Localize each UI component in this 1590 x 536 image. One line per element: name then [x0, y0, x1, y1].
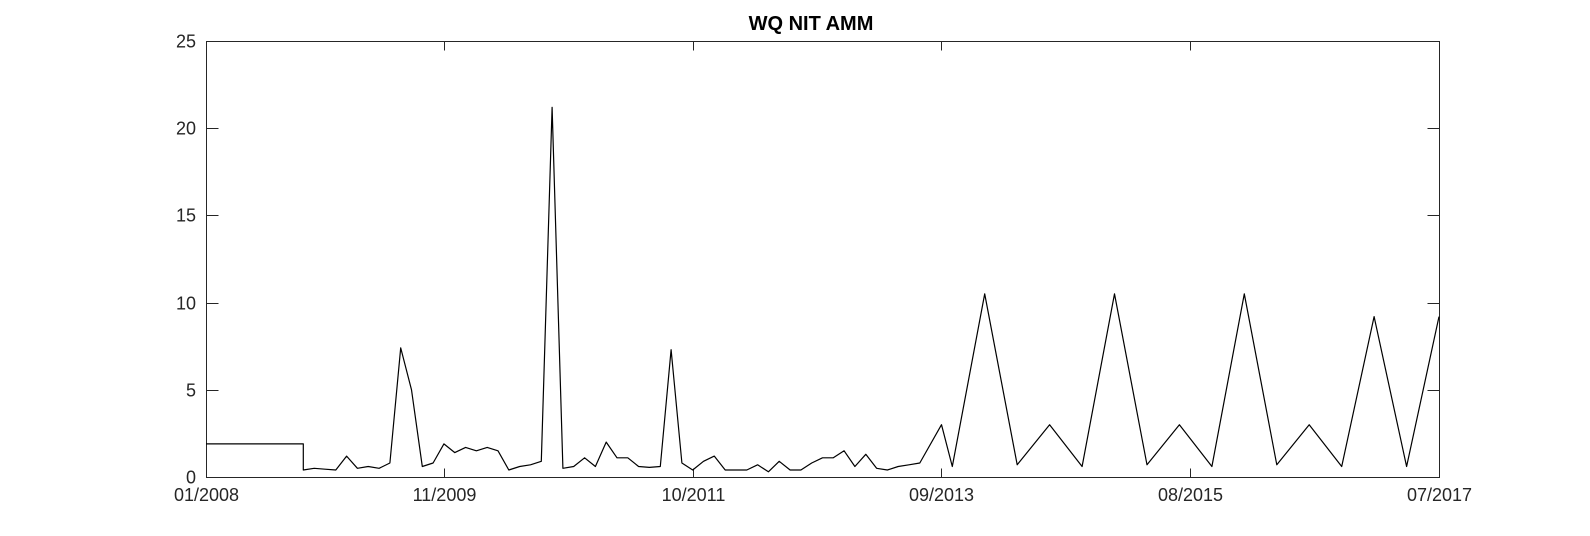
x-tick-label: 11/2009 — [413, 485, 477, 505]
x-tick-label: 10/2011 — [662, 485, 726, 505]
y-tick-label: 15 — [176, 206, 196, 226]
y-tick-label: 5 — [186, 381, 196, 401]
axis-ticks — [206, 41, 1440, 478]
x-tick-label: 01/2008 — [174, 485, 239, 505]
plot-area — [206, 41, 1440, 478]
x-tick-label: 09/2013 — [909, 485, 974, 505]
series-line — [206, 106, 1440, 473]
x-tick-label: 08/2015 — [1158, 485, 1223, 505]
y-tick-label: 10 — [176, 294, 196, 314]
y-tick-label: 25 — [176, 32, 196, 52]
y-tick-label: 20 — [176, 119, 196, 139]
y-tick-label: 0 — [186, 468, 196, 488]
axis-tick-labels: 01/2008 11/2009 10/2011 09/2013 08/2015 07/20… — [174, 32, 1472, 506]
x-tick-label: 07/2017 — [1407, 485, 1472, 505]
chart-title: WQ NIT AMM — [749, 13, 874, 35]
